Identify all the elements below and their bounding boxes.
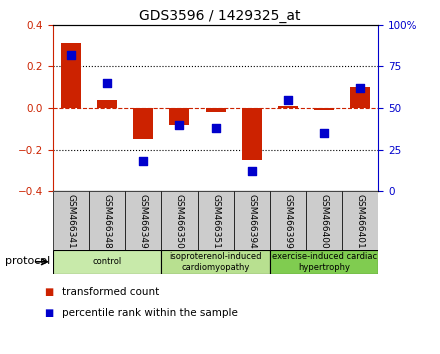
Text: GSM466350: GSM466350 [175,194,184,249]
Bar [205,108,226,112]
Text: GSM466348: GSM466348 [103,194,112,249]
Bar [306,191,342,250]
Bar [314,108,334,110]
Bar [161,191,198,250]
Text: GSM466400: GSM466400 [319,194,329,249]
Bar [270,250,378,274]
Bar [169,108,189,125]
Bar [97,100,117,108]
Text: exercise-induced cardiac
hypertrophy: exercise-induced cardiac hypertrophy [271,252,377,272]
Text: control: control [92,257,122,267]
Text: GDS3596 / 1429325_at: GDS3596 / 1429325_at [139,9,301,23]
Text: ■: ■ [44,287,53,297]
Text: protocol: protocol [5,256,51,266]
Point [284,97,291,103]
Point [357,85,364,91]
Text: ■: ■ [44,308,53,318]
Text: GSM466349: GSM466349 [139,194,148,249]
Text: GSM466401: GSM466401 [356,194,365,249]
Bar [133,108,153,139]
Point [212,125,219,131]
Text: GSM466351: GSM466351 [211,194,220,249]
Text: GSM466341: GSM466341 [66,194,75,249]
Bar [342,191,378,250]
Bar [61,44,81,108]
Bar [89,191,125,250]
Point [140,158,147,164]
Bar [198,191,234,250]
Bar [278,106,298,108]
Bar [242,108,262,160]
Bar [270,191,306,250]
Text: percentile rank within the sample: percentile rank within the sample [62,308,238,318]
Bar [350,87,370,108]
Bar [161,250,270,274]
Point [67,52,74,58]
Bar [53,250,161,274]
Point [321,130,328,136]
Text: GSM466399: GSM466399 [283,194,293,249]
Point [103,80,110,86]
Text: transformed count: transformed count [62,287,159,297]
Bar [53,191,89,250]
Text: GSM466394: GSM466394 [247,194,256,249]
Point [176,122,183,127]
Point [248,169,255,174]
Bar [234,191,270,250]
Bar [125,191,161,250]
Text: isoproterenol-induced
cardiomyopathy: isoproterenol-induced cardiomyopathy [169,252,262,272]
